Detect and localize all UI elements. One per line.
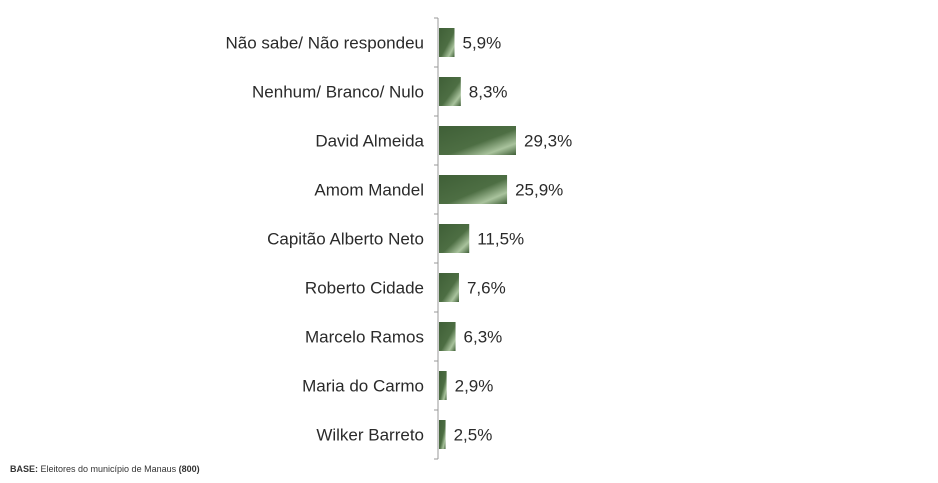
bar [439, 273, 459, 302]
bar [439, 224, 470, 253]
bar [439, 77, 461, 106]
bar [439, 371, 447, 400]
category-label: David Almeida [315, 132, 424, 151]
value-label: 2,9% [455, 377, 494, 396]
category-label: Amom Mandel [314, 181, 424, 200]
value-label: 7,6% [467, 279, 506, 298]
value-label: 29,3% [524, 132, 572, 151]
value-label: 8,3% [469, 83, 508, 102]
bar [439, 126, 516, 155]
footnote-count: (800) [178, 464, 200, 474]
value-label: 6,3% [464, 328, 503, 347]
value-label: 25,9% [515, 181, 563, 200]
base-footnote: BASE: Eleitores do município de Manaus (… [10, 464, 200, 474]
bar [439, 28, 455, 57]
value-label: 2,5% [454, 426, 493, 445]
footnote-prefix: BASE: [10, 464, 39, 474]
category-label: Marcelo Ramos [305, 328, 424, 347]
category-label: Não sabe/ Não respondeu [226, 34, 424, 53]
value-label: 5,9% [463, 34, 502, 53]
value-label: 11,5% [477, 230, 524, 249]
bar [439, 420, 446, 449]
bar [439, 175, 508, 204]
category-label: Nenhum/ Branco/ Nulo [252, 83, 424, 102]
category-label: Roberto Cidade [305, 279, 424, 298]
category-label: Capitão Alberto Neto [267, 230, 424, 249]
bar [439, 322, 456, 351]
category-label: Maria do Carmo [302, 377, 424, 396]
category-label: Wilker Barreto [316, 426, 424, 445]
footnote-text: Eleitores do município de Manaus [38, 464, 179, 474]
